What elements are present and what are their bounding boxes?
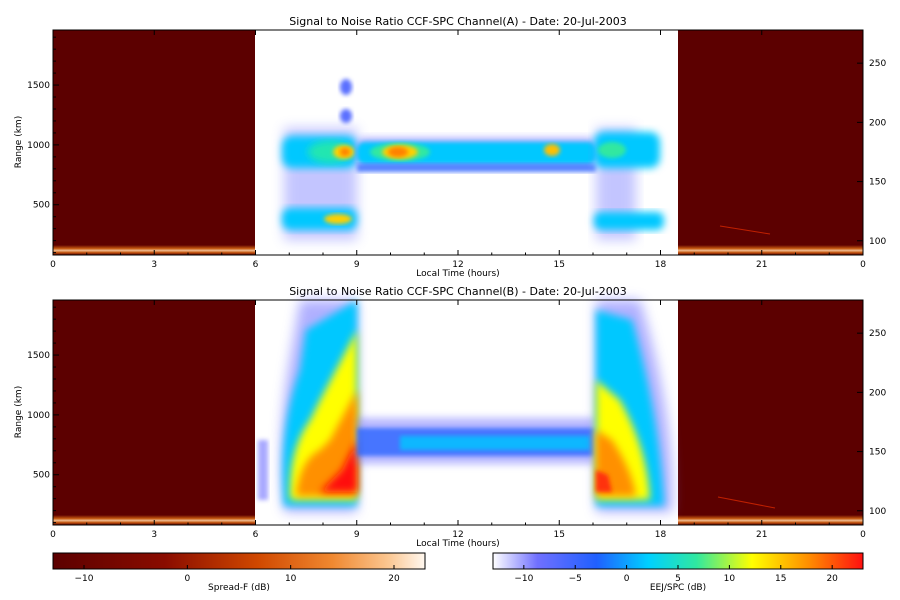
panel-a-xlabel: Local Time (hours) bbox=[416, 269, 499, 279]
panel-b-x-tick-label: 3 bbox=[151, 530, 157, 540]
colorbar-tick-label: 0 bbox=[184, 574, 190, 584]
colorbar-tick-label: −10 bbox=[514, 574, 533, 584]
colorbar-tick-label: −5 bbox=[569, 574, 582, 584]
panel-b-streak bbox=[717, 496, 776, 509]
panel-a: Signal to Noise Ratio CCF-SPC Channel(A)… bbox=[14, 15, 886, 279]
panel-b-x-tick-label: 15 bbox=[554, 530, 565, 540]
panel-b-x-tick-label: 0 bbox=[860, 530, 866, 540]
colorbar-tick-label: 10 bbox=[724, 574, 736, 584]
panel-b-x-tick-label: 6 bbox=[253, 530, 259, 540]
colorbar-tick-label: 20 bbox=[826, 574, 838, 584]
panel-a-x-tick-label: 0 bbox=[860, 260, 866, 270]
panel-b-echo-evening bbox=[596, 300, 673, 512]
panel-b-night-region-left bbox=[53, 300, 255, 525]
panel-a-x-tick-label: 6 bbox=[253, 260, 259, 270]
colorbar-tick-label: 0 bbox=[624, 574, 630, 584]
colorbar-eej-ticks: −10 −5 0 5 10 15 20 bbox=[514, 565, 838, 584]
panel-a-x-tick-label: 12 bbox=[452, 260, 463, 270]
panel-a-axes: 0 3 6 9 12 15 18 21 0 500 1000 1500 100 150 200 250 bbox=[27, 30, 886, 270]
panel-a-x-tick-label: 15 bbox=[554, 260, 565, 270]
colorbar-tick-label: 10 bbox=[285, 574, 297, 584]
panel-a-night-region-right bbox=[678, 30, 863, 255]
panel-b-y2-tick-label: 150 bbox=[869, 448, 886, 458]
panel-a-night-region-left bbox=[53, 30, 255, 255]
panel-a-y2-tick-label: 150 bbox=[869, 178, 886, 188]
panel-b-floor-echo-right bbox=[678, 515, 863, 525]
panel-a-streak bbox=[719, 225, 771, 235]
panel-a-floor-echo-right bbox=[678, 245, 863, 255]
colorbar-eej-label: EEJ/SPC (dB) bbox=[650, 583, 706, 593]
panel-a-y-tick-label: 1500 bbox=[27, 81, 50, 91]
panel-a-x-tick-label: 9 bbox=[354, 260, 360, 270]
panel-a-y2-tick-label: 200 bbox=[869, 118, 886, 128]
panel-b-x-tick-label: 12 bbox=[452, 530, 463, 540]
panel-b-xlabel: Local Time (hours) bbox=[416, 539, 499, 549]
panel-a-title: Signal to Noise Ratio CCF-SPC Channel(A)… bbox=[289, 15, 627, 28]
panel-b-axes: 0 3 6 9 12 15 18 21 0 500 1000 1500 100 150 200 250 bbox=[27, 300, 886, 540]
panel-b-x-tick-label: 21 bbox=[756, 530, 767, 540]
panel-b-y-tick-label: 500 bbox=[33, 471, 50, 481]
panel-a-x-tick-label: 18 bbox=[655, 260, 667, 270]
panel-b-ylabel: Range (km) bbox=[14, 386, 24, 438]
panel-b-echo-morning bbox=[258, 300, 357, 512]
panel-b-y2-tick-label: 200 bbox=[869, 388, 886, 398]
panel-b-x-tick-label: 9 bbox=[354, 530, 360, 540]
panel-a-echo-evening bbox=[594, 128, 664, 240]
panel-b-echo-midday bbox=[357, 418, 596, 464]
panel-a-x-tick-label: 0 bbox=[50, 260, 56, 270]
panel-a-x-tick-label: 21 bbox=[756, 260, 767, 270]
panel-b-x-tick-label: 18 bbox=[655, 530, 667, 540]
panel-b-y-tick-label: 1000 bbox=[27, 411, 50, 421]
panel-a-y-tick-label: 1000 bbox=[27, 141, 50, 151]
panel-a-y2-tick-label: 250 bbox=[869, 59, 886, 69]
panel-a-x-tick-label: 3 bbox=[151, 260, 157, 270]
colorbar-spread-f-ticks: −10 0 10 20 bbox=[75, 565, 400, 584]
panel-b-title: Signal to Noise Ratio CCF-SPC Channel(B)… bbox=[289, 285, 627, 298]
panel-b-y2-tick-label: 250 bbox=[869, 329, 886, 339]
panel-a-y-tick-label: 500 bbox=[33, 201, 50, 211]
colorbar-tick-label: −10 bbox=[75, 574, 94, 584]
panel-b-y-tick-label: 1500 bbox=[27, 351, 50, 361]
colorbar-spread-f: −10 0 10 20 Spread-F (dB) bbox=[52, 552, 426, 593]
colorbar-tick-label: 20 bbox=[388, 574, 400, 584]
panel-b-night-region-right bbox=[678, 300, 863, 525]
colorbar-eej: −10 −5 0 5 10 15 20 EEJ/SPC (dB) bbox=[492, 552, 864, 593]
colorbar-tick-label: 5 bbox=[675, 574, 681, 584]
colorbar-tick-label: 15 bbox=[775, 574, 786, 584]
colorbar-spread-f-bar bbox=[52, 552, 426, 570]
panel-b-y2-tick-label: 100 bbox=[869, 507, 886, 517]
panel-b-x-tick-label: 0 bbox=[50, 530, 56, 540]
panel-b: Signal to Noise Ratio CCF-SPC Channel(B)… bbox=[14, 285, 886, 549]
panel-a-y2-tick-label: 100 bbox=[869, 237, 886, 247]
panel-a-echo-morning bbox=[282, 79, 357, 240]
panel-a-echo-midday bbox=[357, 138, 596, 172]
colorbar-spread-f-label: Spread-F (dB) bbox=[208, 583, 270, 593]
panel-a-ylabel: Range (km) bbox=[14, 116, 24, 168]
